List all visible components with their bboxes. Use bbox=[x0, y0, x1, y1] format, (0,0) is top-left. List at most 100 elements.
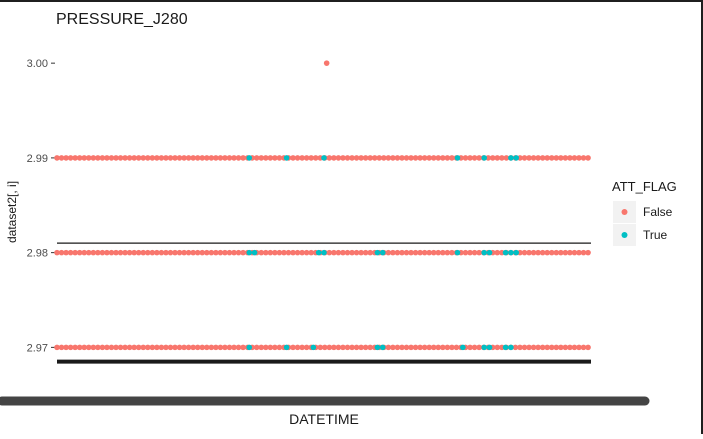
point-false bbox=[467, 155, 473, 161]
point-false bbox=[403, 344, 410, 351]
point-false bbox=[562, 249, 569, 256]
point-false bbox=[580, 155, 587, 161]
point-true bbox=[460, 344, 466, 351]
point-false bbox=[412, 344, 419, 351]
point-false bbox=[95, 249, 101, 256]
point-false bbox=[113, 344, 119, 351]
point-false bbox=[499, 155, 505, 161]
point-false bbox=[276, 344, 283, 351]
point-false bbox=[558, 155, 564, 161]
point-false bbox=[108, 249, 115, 256]
point-true bbox=[315, 249, 322, 256]
point-false bbox=[217, 155, 224, 161]
point-true bbox=[454, 155, 461, 161]
point-false bbox=[131, 155, 137, 161]
point-false bbox=[421, 155, 428, 161]
point-false bbox=[149, 249, 156, 256]
point-false bbox=[294, 249, 301, 256]
point-false bbox=[558, 249, 564, 256]
point-false bbox=[122, 155, 128, 161]
point-false bbox=[163, 155, 169, 161]
legend-label-false: False bbox=[643, 205, 673, 219]
point-false bbox=[335, 155, 342, 161]
point-false bbox=[467, 344, 473, 351]
point-false bbox=[521, 344, 528, 351]
point-false bbox=[63, 344, 69, 351]
point-false bbox=[140, 155, 147, 161]
point-false bbox=[58, 344, 65, 351]
point-false bbox=[548, 344, 555, 351]
point-false bbox=[226, 344, 233, 351]
point-false bbox=[294, 344, 301, 351]
point-false bbox=[199, 155, 206, 161]
point-false bbox=[99, 249, 106, 256]
point-false bbox=[67, 249, 74, 256]
point-false bbox=[222, 155, 228, 161]
point-false bbox=[63, 155, 69, 161]
point-true bbox=[283, 155, 290, 161]
point-false bbox=[576, 344, 582, 351]
point-false bbox=[199, 344, 206, 351]
point-false bbox=[331, 344, 337, 351]
point-false bbox=[172, 155, 178, 161]
point-false bbox=[67, 155, 74, 161]
point-false bbox=[494, 249, 501, 256]
x-axis-label: DATETIME bbox=[289, 411, 359, 427]
point-false bbox=[67, 344, 74, 351]
point-false bbox=[353, 155, 360, 161]
point-false bbox=[131, 249, 137, 256]
point-false bbox=[272, 344, 278, 351]
point-false bbox=[213, 344, 219, 351]
point-false bbox=[331, 155, 337, 161]
point-false bbox=[548, 155, 555, 161]
point-false bbox=[408, 155, 414, 161]
point-false bbox=[358, 249, 364, 256]
point-false bbox=[122, 344, 128, 351]
point-false bbox=[54, 249, 60, 256]
point-false bbox=[190, 155, 196, 161]
point-false bbox=[553, 155, 560, 161]
point-false bbox=[421, 249, 428, 256]
point-false bbox=[194, 155, 201, 161]
point-true bbox=[310, 344, 317, 351]
legend-label-true: True bbox=[643, 228, 668, 242]
point-false bbox=[521, 155, 528, 161]
point-false bbox=[385, 249, 392, 256]
point-false bbox=[494, 155, 501, 161]
point-false bbox=[344, 155, 351, 161]
point-false bbox=[444, 344, 451, 351]
point-false bbox=[435, 344, 442, 351]
point-false bbox=[185, 344, 192, 351]
point-false bbox=[154, 249, 160, 256]
point-false bbox=[367, 155, 373, 161]
point-false bbox=[135, 344, 142, 351]
legend-title: ATT_FLAG bbox=[612, 179, 677, 194]
point-false bbox=[290, 249, 296, 256]
point-false bbox=[58, 249, 65, 256]
point-false bbox=[435, 249, 442, 256]
point-false bbox=[95, 155, 101, 161]
point-false bbox=[571, 249, 578, 256]
point-false bbox=[576, 249, 582, 256]
point-false bbox=[76, 249, 83, 256]
point-false bbox=[262, 344, 269, 351]
point-false bbox=[267, 344, 274, 351]
point-false bbox=[303, 344, 310, 351]
point-false bbox=[567, 249, 573, 256]
point-false bbox=[417, 249, 423, 256]
point-false bbox=[535, 344, 541, 351]
point-false bbox=[144, 344, 151, 351]
point-false bbox=[208, 249, 215, 256]
point-false bbox=[453, 344, 460, 351]
point-false bbox=[299, 155, 305, 161]
point-false bbox=[167, 155, 174, 161]
point-false bbox=[253, 344, 260, 351]
point-false bbox=[476, 249, 482, 256]
point-false bbox=[471, 249, 478, 256]
y-axis-ticks: 2.97 2.98 2.99 3.00 bbox=[27, 58, 55, 354]
point-false bbox=[462, 155, 469, 161]
point-false bbox=[303, 155, 310, 161]
point-true bbox=[502, 249, 509, 256]
